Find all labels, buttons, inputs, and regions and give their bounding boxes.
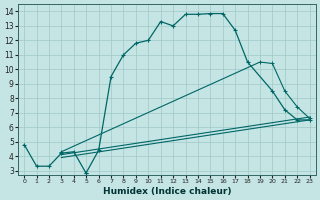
X-axis label: Humidex (Indice chaleur): Humidex (Indice chaleur): [103, 187, 231, 196]
